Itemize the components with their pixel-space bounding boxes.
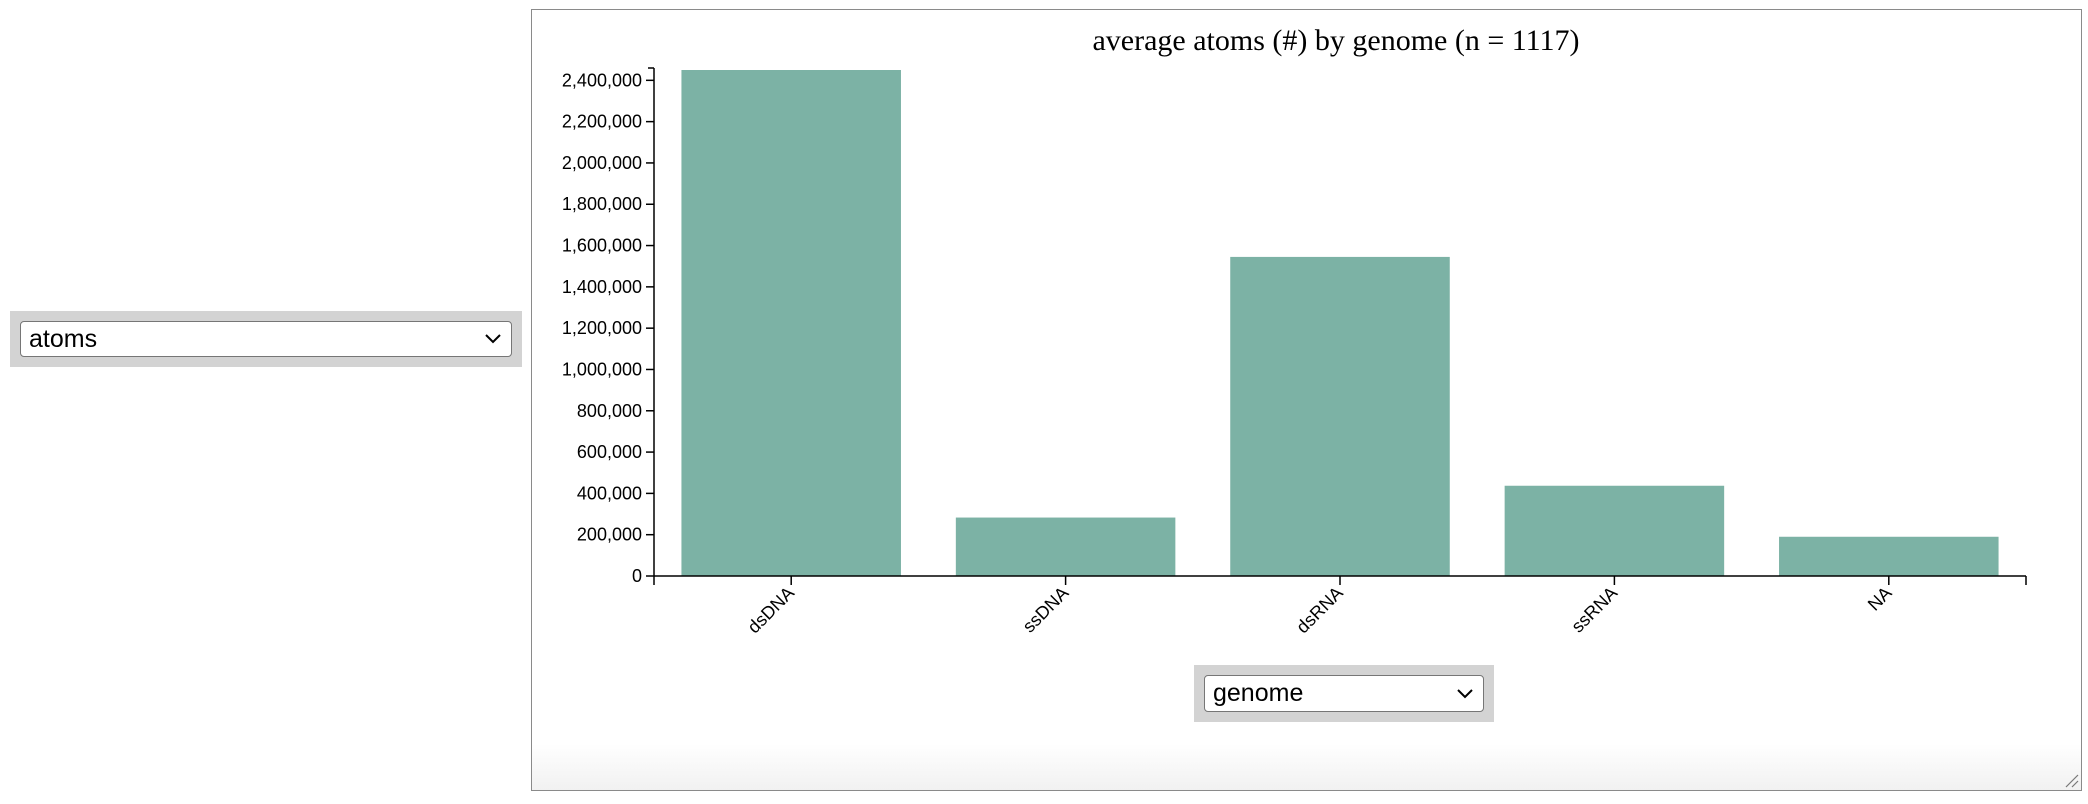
x-variable-select-container: genome	[1194, 665, 1494, 722]
y-variable-select[interactable]: atoms	[20, 321, 512, 357]
y-tick-label: 200,000	[577, 525, 642, 545]
bar-chart: average atoms (#) by genome (n = 1117) 0…	[562, 24, 2027, 637]
x-tick-label: ssDNA	[1019, 583, 1073, 637]
x-tick-label: NA	[1864, 583, 1896, 615]
y-tick-label: 1,800,000	[562, 194, 642, 214]
y-tick-label: 1,600,000	[562, 236, 642, 256]
y-variable-select-container: atoms	[10, 311, 522, 367]
bar-dsdna	[681, 70, 901, 576]
chevron-down-icon	[1457, 688, 1473, 698]
bar-na	[1779, 536, 1999, 576]
bar-ssdna	[955, 517, 1176, 576]
x-tick-label: dsRNA	[1292, 583, 1346, 637]
y-tick-label: 800,000	[577, 401, 642, 421]
panel-bottom-shade	[532, 744, 2081, 790]
y-tick-label: 600,000	[577, 442, 642, 462]
bars	[681, 70, 1999, 576]
resize-handle-icon[interactable]	[2063, 772, 2079, 788]
y-tick-label: 1,200,000	[562, 318, 642, 338]
y-tick-label: 2,200,000	[562, 112, 642, 132]
x-variable-select-value: genome	[1213, 679, 1304, 707]
bar-dsrna	[1230, 256, 1450, 576]
y-tick-label: 2,000,000	[562, 153, 642, 173]
y-tick-label: 1,000,000	[562, 359, 642, 379]
chart-title: average atoms (#) by genome (n = 1117)	[1092, 24, 1579, 57]
chevron-down-icon	[485, 334, 501, 344]
y-tick-label: 1,400,000	[562, 277, 642, 297]
y-tick-label: 400,000	[577, 483, 642, 503]
y-axis: 0 200,000 400,000 600,000 800,000 1,000,000 1,…	[562, 67, 655, 586]
x-tick-label: ssRNA	[1567, 583, 1621, 637]
y-tick-label: 0	[632, 566, 642, 586]
bar-ssrna	[1504, 485, 1725, 576]
x-axis: dsDNA ssDNA dsRNA ssRNA NA	[653, 575, 2027, 637]
y-tick-label: 2,400,000	[562, 70, 642, 90]
chart-panel: average atoms (#) by genome (n = 1117) 0…	[531, 9, 2082, 791]
x-tick-label: dsDNA	[744, 583, 798, 637]
y-variable-select-value: atoms	[29, 325, 98, 353]
x-variable-select[interactable]: genome	[1204, 675, 1484, 712]
